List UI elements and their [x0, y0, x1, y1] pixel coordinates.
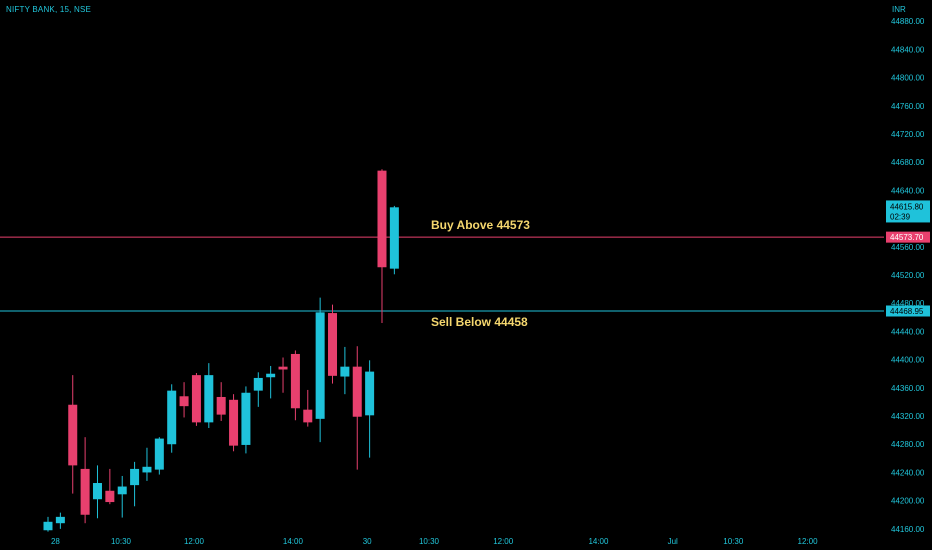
candle-body-up	[266, 373, 276, 378]
price-tick-label: 44720.00	[891, 130, 925, 139]
time-tick-label: 14:00	[588, 537, 609, 546]
candle-body-up	[204, 375, 214, 423]
candle-body-down	[278, 366, 288, 370]
time-tick-label: 14:00	[283, 537, 304, 546]
time-tick-label: 12:00	[493, 537, 514, 546]
candle-body-down	[80, 468, 90, 515]
price-tick-label: 44440.00	[891, 327, 925, 336]
price-tick-label: 44240.00	[891, 468, 925, 477]
price-tick-label: 44480.00	[891, 299, 925, 308]
candle-body-down	[290, 353, 300, 409]
sell-level-annotation: Sell Below 44458	[431, 315, 528, 329]
candle-body-up	[167, 390, 177, 445]
annotations-layer: Buy Above 44573 Sell Below 44458	[431, 218, 530, 329]
time-tick-label: 10:30	[723, 537, 744, 546]
price-tick-label: 44840.00	[891, 45, 925, 54]
candle-body-up	[154, 438, 164, 470]
candle-body-up	[43, 521, 53, 531]
candle-body-down	[105, 490, 115, 503]
candle-body-down	[68, 404, 78, 466]
price-tick-label: 44880.00	[891, 17, 925, 26]
candle-body-up	[241, 392, 251, 445]
last-price-countdown: 02:39	[890, 212, 911, 221]
candle-body-up	[117, 486, 127, 495]
last-price-badge-bg	[886, 200, 930, 223]
price-tick-label: 44560.00	[891, 243, 925, 252]
price-tick-label: 44640.00	[891, 186, 925, 195]
price-tick-label: 44680.00	[891, 158, 925, 167]
price-tick-label: 44800.00	[891, 74, 925, 83]
candle-body-down	[191, 375, 201, 423]
buy-price-badge-text: 44573.70	[890, 233, 924, 242]
candle-body-up	[55, 516, 65, 524]
level-lines-layer	[0, 236, 884, 312]
candle-body-up	[315, 312, 325, 419]
price-tick-label: 44280.00	[891, 440, 925, 449]
time-axis[interactable]: 002810:3012:0014:003010:3012:0014:00Jul1…	[0, 537, 818, 546]
candle-body-up	[389, 207, 399, 269]
candle-body-down	[352, 366, 362, 417]
candle-body-up	[142, 466, 152, 473]
price-axis[interactable]: 44880.00 44840.00 44800.00 44760.00 44720.00…	[891, 17, 925, 534]
candles-layer	[43, 169, 399, 532]
candle-body-up	[253, 377, 263, 391]
candle-body-down	[179, 396, 189, 407]
time-tick-label: 12:00	[798, 537, 819, 546]
price-tick-label: 44760.00	[891, 102, 925, 111]
time-tick-label: Jul	[668, 537, 678, 546]
price-tick-label: 44520.00	[891, 271, 925, 280]
price-tick-label: 44400.00	[891, 356, 925, 365]
sell-price-badge-bg	[886, 305, 930, 317]
buy-price-badge-bg	[886, 231, 930, 243]
candle-body-down	[216, 396, 226, 415]
time-tick-label: 10:30	[419, 537, 440, 546]
candle-body-up	[92, 483, 102, 500]
time-tick-label: 30	[363, 537, 372, 546]
ticker-label: NIFTY BANK, 15, NSE	[6, 5, 92, 14]
time-tick-label: 12:00	[184, 537, 205, 546]
candle-body-up	[340, 366, 350, 377]
candle-body-down	[377, 170, 387, 268]
currency-label: INR	[892, 5, 906, 14]
candle-body-down	[229, 399, 239, 446]
time-tick-label: 10:30	[111, 537, 132, 546]
price-tick-label: 44160.00	[891, 525, 925, 534]
candle-body-up	[365, 371, 375, 416]
candle-body-down	[328, 313, 338, 376]
last-price-text: 44615.80	[890, 202, 924, 211]
time-tick-label: 28	[51, 537, 60, 546]
price-tick-label: 44200.00	[891, 497, 925, 506]
price-tick-label: 44360.00	[891, 384, 925, 393]
candle-body-down	[303, 409, 313, 423]
price-tick-label: 44320.00	[891, 412, 925, 421]
candle-body-up	[130, 468, 140, 486]
buy-level-annotation: Buy Above 44573	[431, 218, 530, 232]
sell-price-badge-text: 44468.95	[890, 307, 924, 316]
